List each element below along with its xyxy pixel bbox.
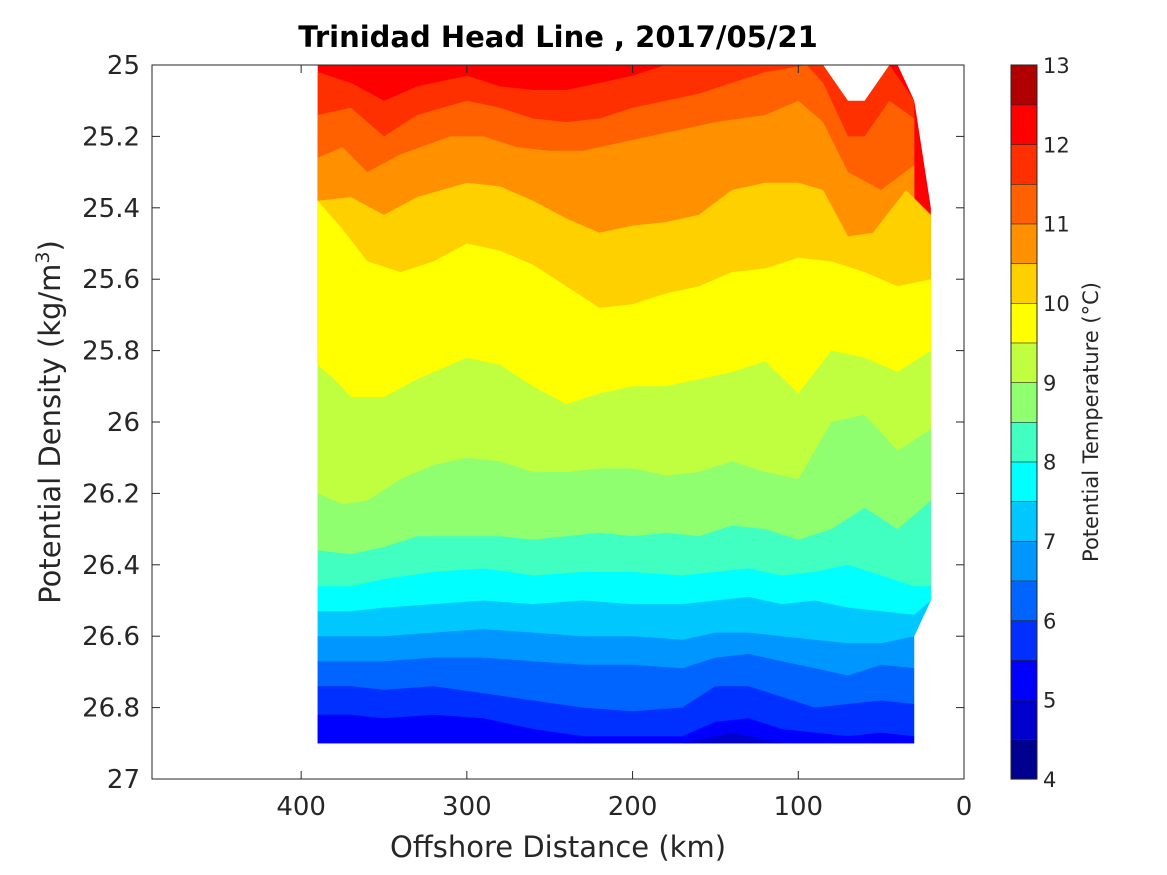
x-tick-label: 400 — [276, 792, 326, 822]
x-tick-label: 0 — [956, 792, 973, 822]
colorbar-swatch — [1010, 183, 1038, 225]
no-data-edge — [897, 65, 964, 208]
colorbar-swatch — [1010, 302, 1038, 344]
colorbar-swatch — [1010, 620, 1038, 661]
colorbar-swatch — [1010, 382, 1038, 423]
y-tick-label: 25.6 — [82, 265, 140, 295]
y-tick-label: 25.4 — [82, 194, 140, 224]
colorbar-swatch — [1010, 501, 1038, 542]
y-tick-label: 26.8 — [82, 694, 140, 724]
colorbar-tick-label: 9 — [1043, 371, 1056, 395]
y-axis-label: Potential Density (kg/m3) — [32, 240, 67, 604]
x-tick-label: 100 — [773, 792, 823, 822]
y-tick-label: 27 — [107, 765, 140, 795]
colorbar-swatch — [1010, 461, 1038, 502]
x-tick-label: 300 — [442, 792, 492, 822]
colorbar: 4 5 6 7 8 9 10 11 12 13 — [1010, 54, 1070, 792]
colorbar-swatch — [1010, 342, 1038, 383]
y-tick-label: 26.4 — [82, 551, 140, 581]
colorbar-tick-label: 10 — [1043, 292, 1070, 316]
colorbar-swatch — [1010, 64, 1038, 106]
y-tick-label: 26.2 — [82, 479, 140, 509]
y-axis-label-close: ) — [33, 240, 67, 251]
colorbar-swatch — [1010, 223, 1038, 264]
x-axis: 400 300 200 100 0 — [276, 65, 972, 822]
y-tick-label: 25.8 — [82, 337, 140, 367]
colorbar-swatch — [1010, 659, 1038, 701]
contour-fill-layer — [317, 65, 964, 779]
x-tick-label: 200 — [608, 792, 658, 822]
colorbar-swatch — [1010, 739, 1038, 780]
colorbar-frame — [1010, 64, 1038, 780]
colorbar-swatch — [1010, 263, 1038, 304]
colorbar-swatch — [1010, 144, 1038, 185]
y-tick-label: 25.2 — [82, 122, 140, 152]
y-axis-label-text: Potential Density (kg/m — [33, 264, 67, 604]
colorbar-swatch — [1010, 104, 1038, 145]
chart-title: Trinidad Head Line , 2017/05/21 — [298, 20, 818, 54]
colorbar-tick-label: 7 — [1043, 530, 1056, 554]
x-axis-label: Offshore Distance (km) — [390, 830, 726, 864]
colorbar-swatch — [1010, 580, 1038, 621]
colorbar-swatch — [1010, 540, 1038, 582]
y-axis-label-superscript: 3 — [32, 251, 54, 263]
y-tick-label: 26 — [107, 408, 140, 438]
colorbar-label: Potential Temperature (°C) — [1079, 282, 1103, 562]
y-axis: 25 25.2 25.4 25.6 25.8 26 26.2 26.4 26.6 26.8 27 — [82, 51, 964, 795]
y-tick-label: 25 — [107, 51, 140, 81]
colorbar-tick-label: 6 — [1043, 609, 1056, 633]
colorbar-swatch — [1010, 421, 1038, 463]
no-data-notch — [823, 65, 890, 101]
colorbar-tick-label: 8 — [1043, 451, 1056, 475]
colorbar-tick-label: 13 — [1043, 54, 1070, 78]
colorbar-tick-label: 12 — [1043, 133, 1070, 157]
y-tick-label: 26.6 — [82, 622, 140, 652]
no-data-bottom-right — [914, 600, 964, 779]
contour-band-5 — [317, 732, 915, 744]
plot-area — [151, 64, 965, 780]
colorbar-swatch — [1010, 699, 1038, 740]
colorbar-tick-label: 5 — [1043, 689, 1056, 713]
colorbar-tick-label: 11 — [1043, 213, 1070, 237]
colorbar-tick-label: 4 — [1043, 768, 1056, 792]
contour-band-5.5 — [317, 714, 915, 744]
